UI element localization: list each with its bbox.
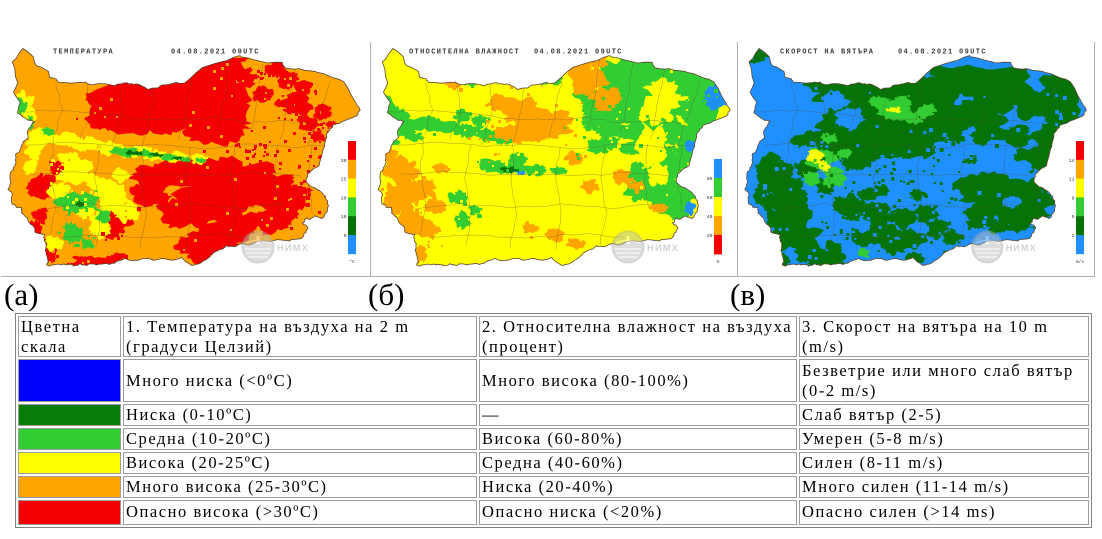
- svg-text:ТЕМПЕРАТУРА: ТЕМПЕРАТУРА: [53, 49, 114, 57]
- svg-text:60: 60: [707, 195, 713, 201]
- svg-text:25: 25: [341, 177, 347, 183]
- svg-text:8: 8: [1072, 195, 1075, 201]
- svg-text:ºC: ºC: [349, 259, 355, 265]
- svg-text:04.08.2021 09UTC: 04.08.2021 09UTC: [171, 49, 260, 57]
- svg-text:20: 20: [707, 233, 713, 239]
- svg-text:80: 80: [707, 176, 713, 182]
- svg-text:04.08.2021 09UTC: 04.08.2021 09UTC: [534, 49, 623, 57]
- svg-text:14: 14: [1069, 158, 1075, 164]
- svg-text:НИМХ: НИМХ: [1006, 243, 1037, 253]
- svg-text:04.08.2021 09UTC: 04.08.2021 09UTC: [898, 49, 987, 57]
- svg-text:СКОРОСТ НА ВЯТЪРА: СКОРОСТ НА ВЯТЪРА: [780, 49, 874, 57]
- svg-text:НИМХ: НИМХ: [277, 243, 309, 254]
- svg-text:30: 30: [341, 158, 347, 164]
- svg-text:5: 5: [1072, 214, 1075, 220]
- svg-text:2: 2: [1072, 233, 1075, 239]
- svg-text:m/s: m/s: [1076, 259, 1084, 265]
- svg-text:0: 0: [344, 233, 347, 239]
- svg-text:11: 11: [1069, 177, 1075, 183]
- svg-text:10: 10: [341, 214, 347, 220]
- svg-text:20: 20: [341, 195, 347, 201]
- svg-text:ОТНОСИТЕЛНА ВЛАЖНОСТ: ОТНОСИТЕЛНА ВЛАЖНОСТ: [409, 49, 520, 57]
- svg-text:%: %: [717, 259, 720, 265]
- svg-text:40: 40: [707, 214, 713, 220]
- svg-text:НИМХ: НИМХ: [647, 243, 679, 254]
